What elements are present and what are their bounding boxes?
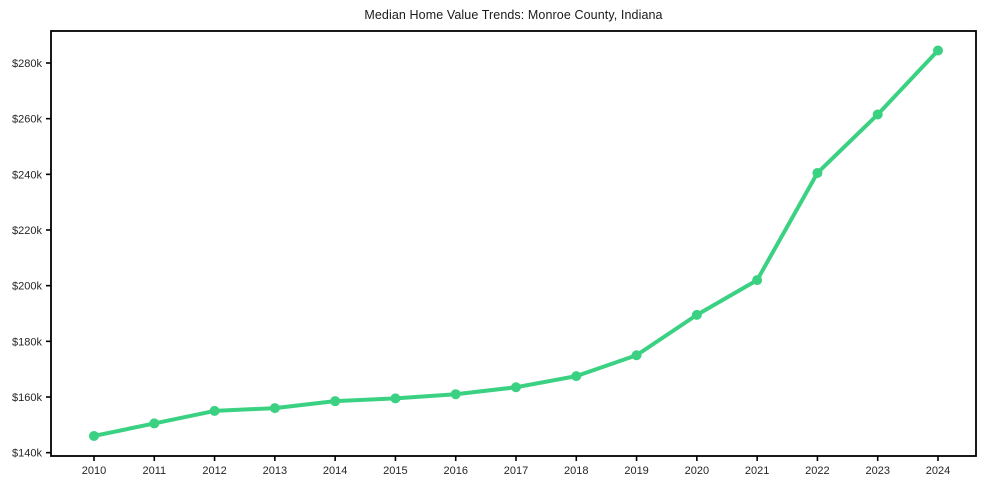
data-point: [691, 309, 702, 320]
data-point: [511, 382, 521, 393]
data-point: [89, 430, 99, 441]
x-tick-label: 2018: [564, 465, 588, 477]
x-tick-label: 2010: [82, 465, 106, 477]
y-tick-label: $200k: [12, 281, 42, 293]
x-tick-label: 2014: [323, 465, 347, 477]
data-point: [933, 45, 943, 56]
x-tick-label: 2016: [443, 465, 467, 477]
data-point: [269, 403, 280, 414]
data-point: [149, 418, 160, 429]
x-tick-label: 2017: [504, 465, 528, 477]
x-tick-label: 2013: [263, 465, 287, 477]
y-tick-label: $240k: [12, 169, 42, 181]
y-tick-label: $160k: [12, 392, 42, 404]
y-tick-label: $280k: [12, 58, 42, 70]
y-tick-label: $180k: [12, 336, 42, 348]
x-tick-label: 2012: [202, 465, 226, 477]
plot-frame: [50, 30, 977, 457]
y-tick-label: $220k: [12, 225, 42, 237]
x-tick-label: 2021: [745, 465, 769, 477]
data-point: [330, 396, 341, 407]
x-tick-label: 2020: [685, 465, 709, 477]
data-point: [571, 371, 582, 382]
x-tick-label: 2022: [805, 465, 829, 477]
plot-border: [50, 30, 977, 457]
y-tick-label: $140k: [12, 448, 42, 460]
x-tick-label: 2019: [624, 465, 648, 477]
data-point: [631, 350, 642, 361]
y-axis: $140k $160k $180k $200k $220k $240k $260k $280k: [12, 58, 51, 460]
data-point: [450, 389, 461, 400]
data-series: [89, 45, 943, 441]
data-point: [752, 275, 763, 286]
x-tick-label: 2011: [142, 465, 166, 477]
x-tick-label: 2015: [383, 465, 407, 477]
y-tick-label: $260k: [12, 114, 42, 126]
data-point: [812, 167, 823, 178]
x-axis: 2010 2011 2012 2013 2014 2015 2016 2017 2018 2019…: [82, 456, 950, 477]
data-point: [209, 405, 220, 416]
chart-title: Median Home Value Trends: Monroe County,…: [364, 8, 663, 22]
data-point: [390, 393, 401, 404]
data-point: [872, 109, 883, 120]
x-tick-label: 2024: [926, 465, 950, 477]
x-tick-label: 2023: [865, 465, 889, 477]
